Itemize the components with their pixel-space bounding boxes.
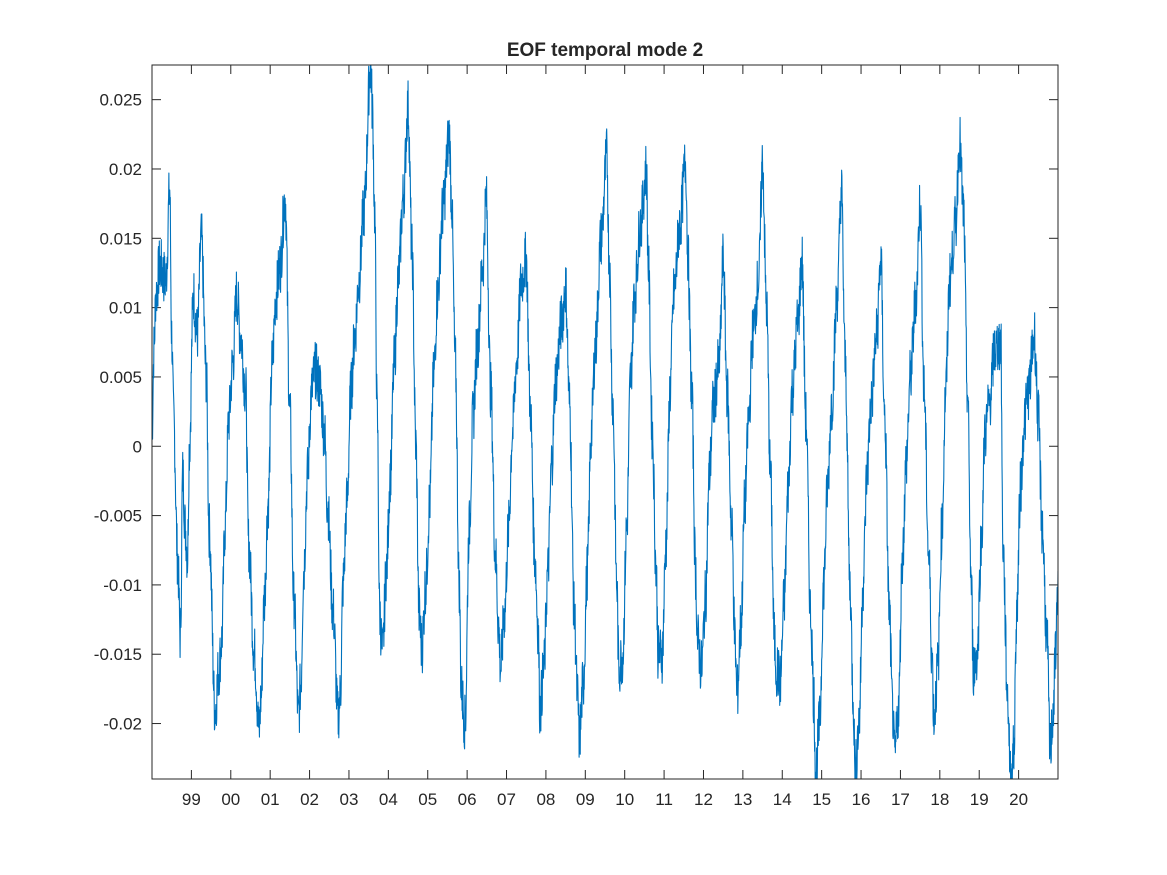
x-tick-label: 99 bbox=[182, 790, 201, 809]
y-tick-label: -0.005 bbox=[94, 507, 142, 526]
series-layer bbox=[152, 65, 1058, 779]
x-tick-label: 15 bbox=[812, 790, 831, 809]
x-tick-label: 16 bbox=[852, 790, 871, 809]
y-tick-label: 0.015 bbox=[99, 229, 142, 248]
x-tick-label: 14 bbox=[773, 790, 792, 809]
y-tick-label: 0.01 bbox=[109, 299, 142, 318]
x-tick-label: 19 bbox=[970, 790, 989, 809]
y-tick-label: 0 bbox=[133, 437, 142, 456]
x-tick-label: 00 bbox=[221, 790, 240, 809]
y-tick-label: 0.02 bbox=[109, 160, 142, 179]
x-tick-label: 09 bbox=[576, 790, 595, 809]
axes-box bbox=[151, 64, 1059, 780]
x-axis: 99 00 01 02 03 04 05 06 07 08 09 10 11 12 13 14 15 16 17 18… bbox=[182, 65, 1028, 809]
x-tick-label: 01 bbox=[261, 790, 280, 809]
x-tick-label: 07 bbox=[497, 790, 516, 809]
y-axis: -0.02 -0.015 -0.01 -0.005 0 0.005 0.01 0.015 0.0… bbox=[94, 91, 1058, 734]
chart-title: EOF temporal mode 2 bbox=[507, 40, 703, 61]
x-tick-label: 02 bbox=[300, 790, 319, 809]
x-tick-label: 06 bbox=[458, 790, 477, 809]
x-tick-label: 18 bbox=[930, 790, 949, 809]
x-tick-label: 13 bbox=[733, 790, 752, 809]
x-tick-label: 03 bbox=[339, 790, 358, 809]
series-line bbox=[152, 65, 1058, 779]
x-tick-label: 12 bbox=[694, 790, 713, 809]
y-tick-label: 0.005 bbox=[99, 368, 142, 387]
x-tick-label: 10 bbox=[615, 790, 634, 809]
y-tick-label: -0.015 bbox=[94, 645, 142, 664]
x-tick-label: 17 bbox=[891, 790, 910, 809]
x-tick-label: 04 bbox=[379, 790, 398, 809]
x-tick-label: 08 bbox=[536, 790, 555, 809]
x-tick-label: 05 bbox=[418, 790, 437, 809]
x-tick-label: 20 bbox=[1009, 790, 1028, 809]
x-tick-label: 11 bbox=[655, 790, 673, 809]
y-tick-label: 0.025 bbox=[99, 91, 142, 110]
y-tick-label: -0.02 bbox=[103, 715, 142, 734]
y-tick-label: -0.01 bbox=[103, 576, 142, 595]
